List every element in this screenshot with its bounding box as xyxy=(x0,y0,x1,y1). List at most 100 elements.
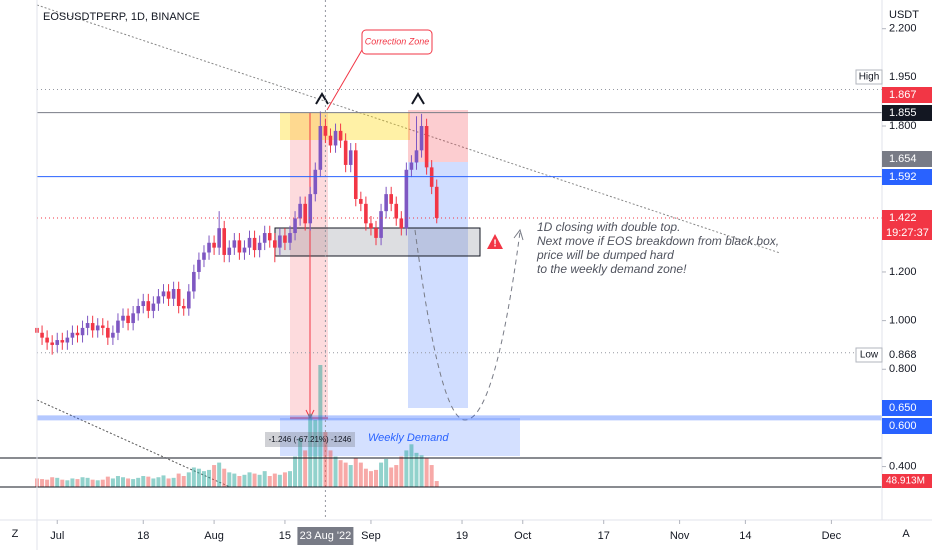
volume-bar xyxy=(207,469,212,487)
candle-body xyxy=(227,247,232,255)
x-tick-label: 19 xyxy=(456,530,468,542)
price-tag xyxy=(882,105,932,121)
volume-bar xyxy=(343,462,348,487)
y-tick-label: 1.000 xyxy=(889,315,917,327)
y-tick-label: 2.200 xyxy=(889,23,917,35)
volume-bar xyxy=(90,479,95,487)
plot xyxy=(35,0,882,520)
candle-body xyxy=(419,126,424,151)
candle-body xyxy=(293,218,297,234)
volume-bar xyxy=(146,476,151,487)
candle-body xyxy=(257,242,262,251)
price-tag xyxy=(882,400,932,416)
candle-body xyxy=(333,130,338,146)
x-tick-label: 17 xyxy=(598,530,610,542)
candle-body xyxy=(75,332,80,336)
x-tick-label: Nov xyxy=(670,530,690,542)
trend-line xyxy=(36,4,781,254)
projection-arrowhead xyxy=(513,228,524,241)
toolbar-button[interactable]: A xyxy=(902,528,910,540)
candle-body xyxy=(308,194,313,224)
volume-bar xyxy=(287,471,292,487)
volume-bar xyxy=(303,450,308,487)
price-tag-label: 1.422 xyxy=(889,212,917,224)
candle-body xyxy=(389,194,393,204)
volume-bar xyxy=(313,419,318,487)
callout-line xyxy=(326,49,363,111)
candle-body xyxy=(192,271,196,292)
volume-bar xyxy=(323,432,328,487)
x-tick-label: 23 Aug '22 xyxy=(300,530,352,542)
volume-bar xyxy=(70,478,75,487)
volume-bar xyxy=(141,476,146,487)
correction-box xyxy=(280,113,410,140)
warning-icon xyxy=(487,234,503,249)
volume-bar xyxy=(156,477,161,487)
volume-bar xyxy=(161,475,166,487)
volume-bar xyxy=(50,477,55,487)
x-tick-label: 18 xyxy=(137,530,149,542)
volume-bar xyxy=(358,462,363,487)
volume-bar xyxy=(338,460,343,487)
volume-bar xyxy=(85,477,90,487)
volume-bar xyxy=(131,479,136,487)
volume-bar xyxy=(348,465,353,487)
candle-body xyxy=(242,247,247,253)
volume-bar xyxy=(176,473,181,487)
price-tag xyxy=(882,418,932,434)
candle-body xyxy=(267,233,272,241)
volume-bar xyxy=(232,473,237,487)
callout-text: Correction Zone xyxy=(365,36,430,46)
candle-body xyxy=(70,332,75,338)
candle-body xyxy=(217,228,221,248)
candle-body xyxy=(394,203,399,219)
price-tag xyxy=(882,210,932,240)
volume-bar xyxy=(389,467,394,487)
level-name: Low xyxy=(860,350,879,361)
candle-body xyxy=(141,301,146,307)
volume-bar xyxy=(166,478,171,487)
candle-body xyxy=(100,325,105,328)
note-line: 1D closing with double top. xyxy=(537,220,680,234)
volume-bar xyxy=(45,479,50,487)
candle-body xyxy=(384,194,388,212)
toolbar-button[interactable]: Z xyxy=(12,528,19,540)
candle-body xyxy=(121,315,125,321)
candle-body xyxy=(40,332,44,338)
top-marker xyxy=(411,92,425,105)
volume-bar xyxy=(75,479,80,487)
candle-body xyxy=(95,325,100,331)
candle-body xyxy=(424,126,429,168)
level-name-box xyxy=(855,347,883,363)
volume-bar xyxy=(424,457,429,487)
candle-body xyxy=(298,203,302,219)
candle-body xyxy=(283,235,287,243)
projection-curve xyxy=(414,229,521,421)
level-value: 0.868 xyxy=(889,349,917,361)
candle-body xyxy=(116,320,120,333)
volume-bar xyxy=(60,479,65,487)
volume-bar xyxy=(399,456,404,487)
candle-body xyxy=(313,169,318,195)
candle-body xyxy=(232,240,237,248)
candle-body xyxy=(353,150,358,199)
volume-bar xyxy=(121,477,126,487)
candle-body xyxy=(359,198,363,204)
chart-title: EOSUSDTPERP, 1D, BINANCE xyxy=(43,11,200,23)
candle-body xyxy=(414,150,419,163)
volume-bar xyxy=(318,365,323,487)
volume-bar xyxy=(181,476,186,487)
level-name-box xyxy=(855,69,883,85)
price-tag-label: 0.650 xyxy=(889,402,917,414)
candle-body xyxy=(318,126,323,170)
price-tag xyxy=(882,151,932,167)
volume-tag xyxy=(882,474,932,488)
x-tick-label: 14 xyxy=(739,530,751,542)
volume-bar xyxy=(333,456,338,487)
volume-bar xyxy=(80,477,85,487)
y-tick-label: 0.400 xyxy=(889,460,917,472)
candle-body xyxy=(252,237,257,251)
volume-bar xyxy=(404,450,409,487)
x-tick-label: 15 xyxy=(279,530,291,542)
volume-bar xyxy=(196,468,201,487)
